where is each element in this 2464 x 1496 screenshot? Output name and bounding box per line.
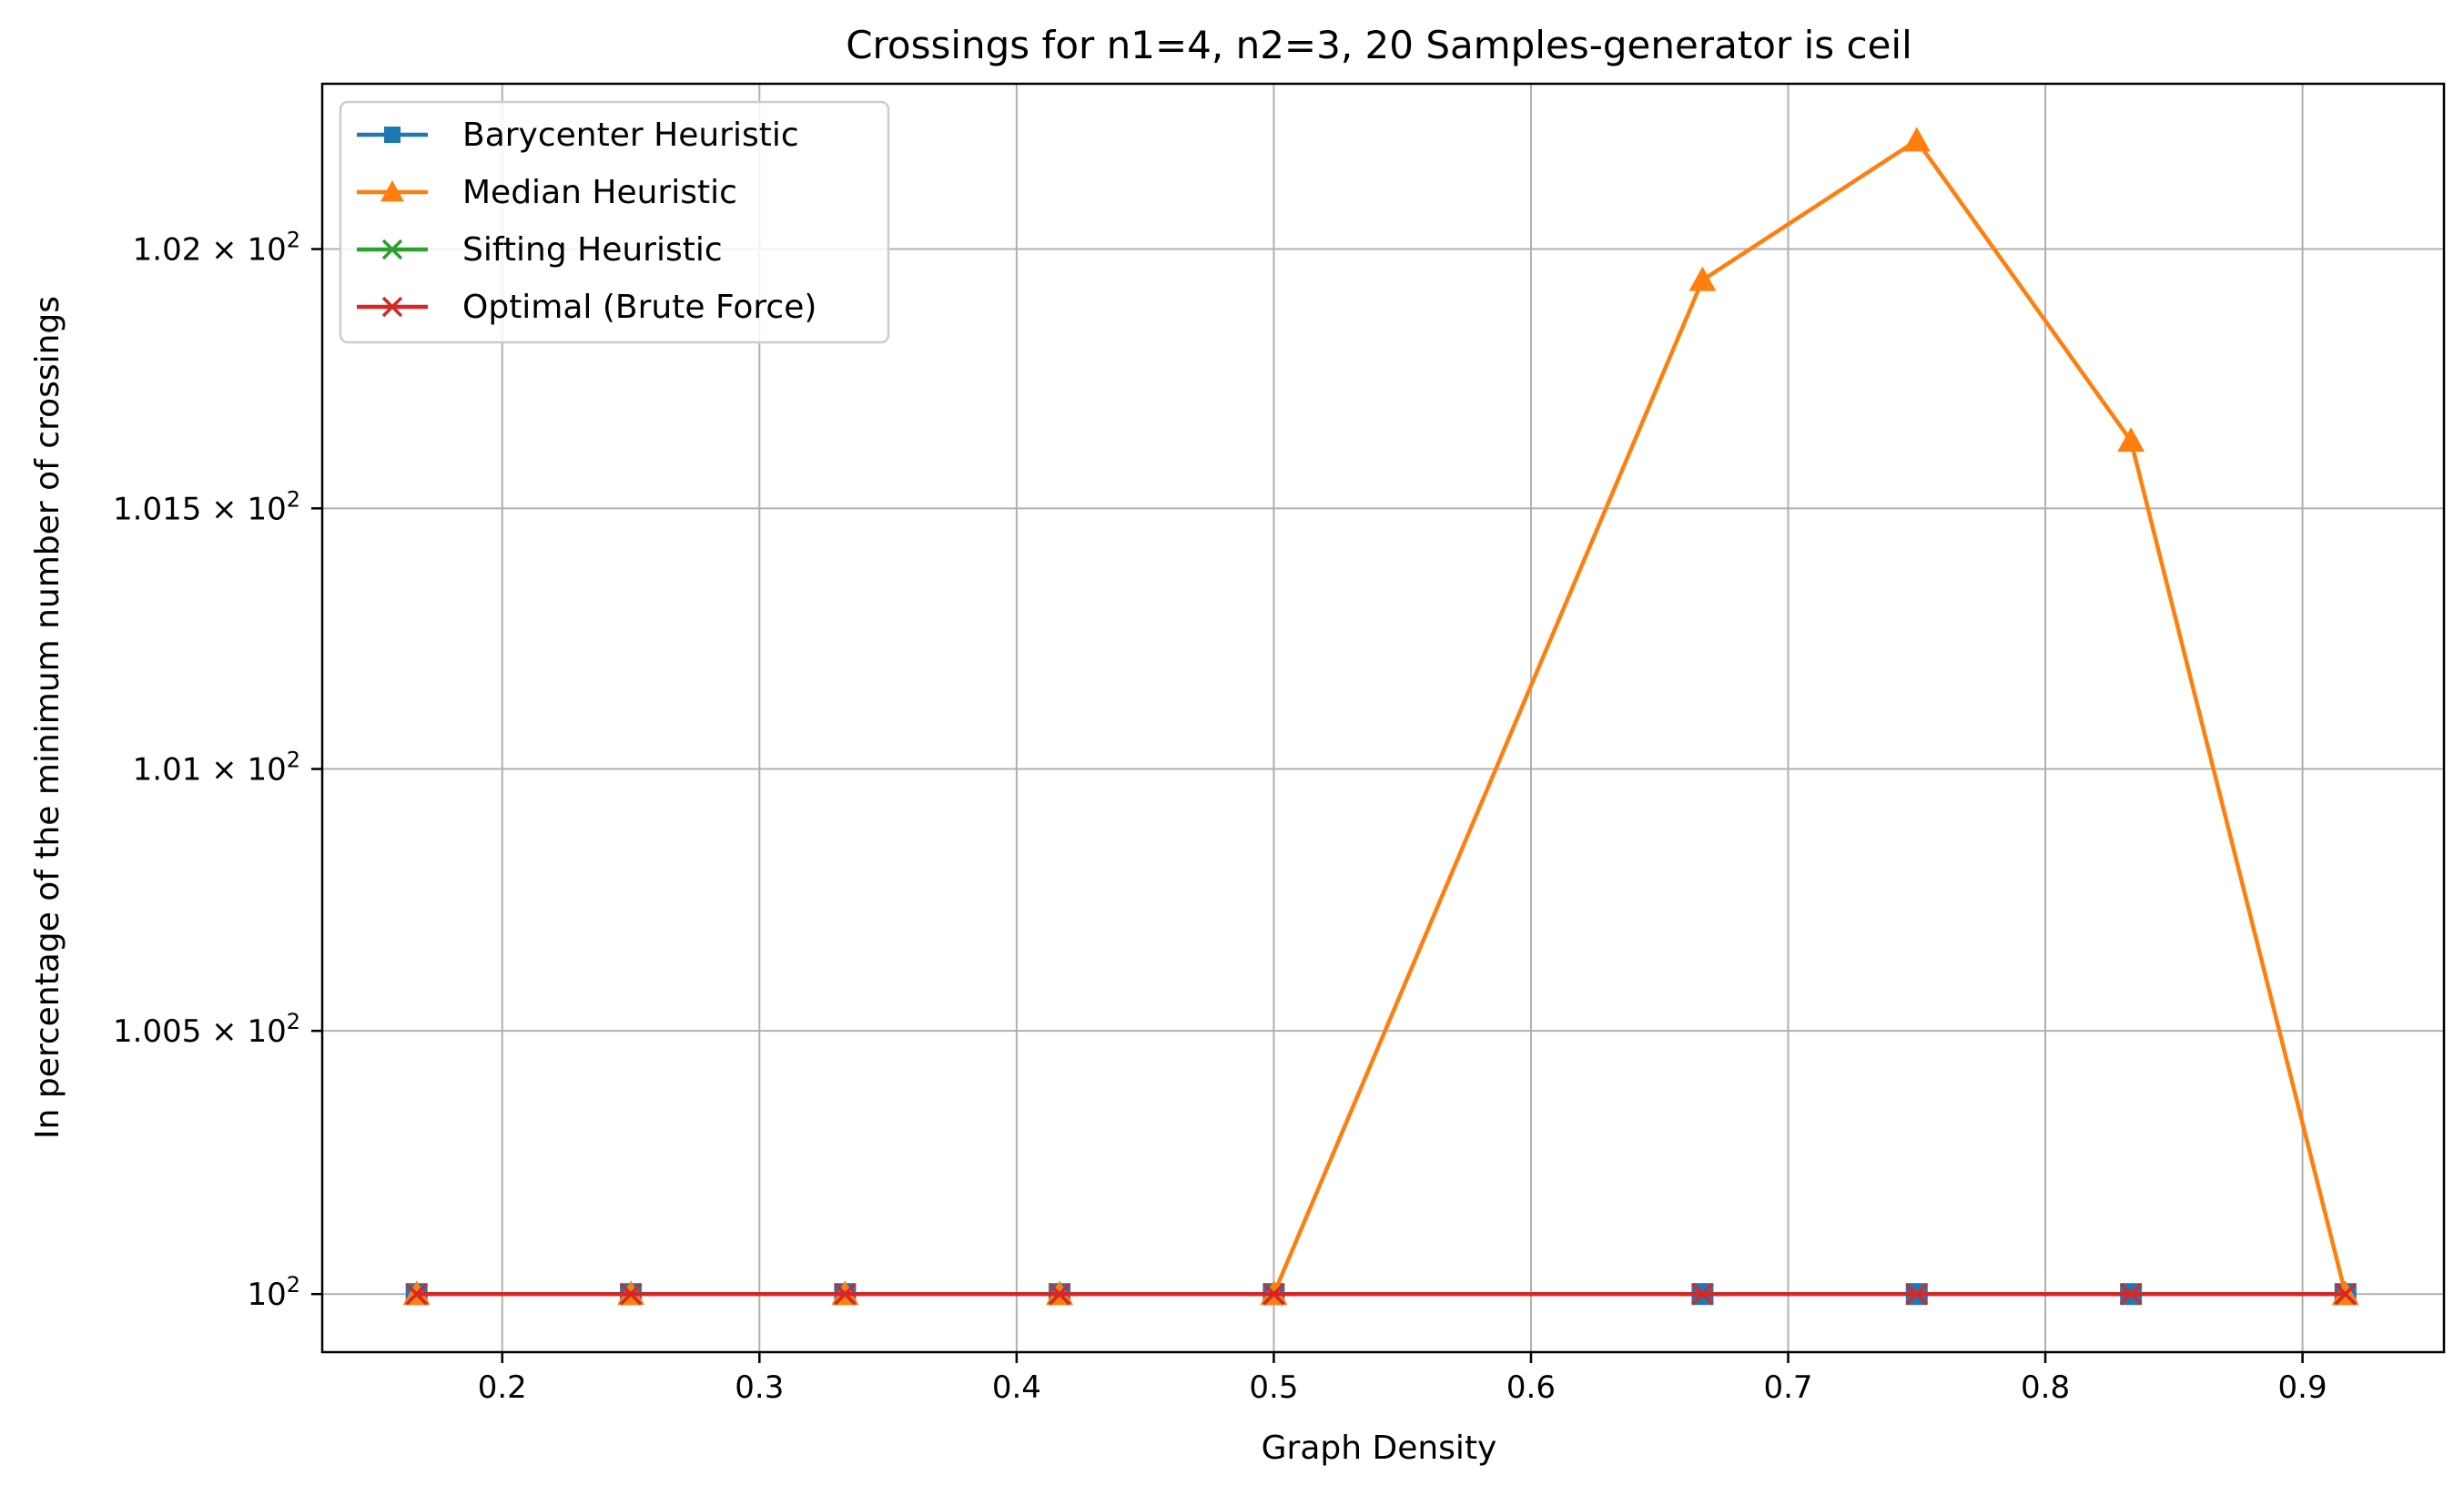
legend-label: Optimal (Brute Force) xyxy=(462,289,816,326)
data-point xyxy=(1048,1282,1071,1306)
x-tick-label: 0.4 xyxy=(992,1369,1041,1406)
y-axis: 102 1.005 × 102 1.01 × 102 1.015 × 102 1.02 … xyxy=(113,228,322,1313)
x-tick-label: 0.6 xyxy=(1506,1369,1556,1406)
data-point xyxy=(405,1282,428,1306)
legend-marker xyxy=(381,296,403,318)
x-axis-title: Graph Density xyxy=(1262,1430,1497,1467)
legend-label: Barycenter Heuristic xyxy=(462,117,799,154)
x-axis: 0.2 0.3 0.4 0.5 0.6 0.7 0.8 0.9 xyxy=(478,1352,2327,1406)
data-point xyxy=(1905,1282,1929,1306)
plot-frame xyxy=(320,82,2446,1354)
y-tick-label: 102 xyxy=(247,1272,300,1313)
legend-item: Median Heuristic xyxy=(357,174,737,211)
legend-item: Optimal (Brute Force) xyxy=(357,289,816,326)
plot-series xyxy=(402,127,2359,1306)
legend-label: Median Heuristic xyxy=(462,174,737,211)
legend-marker xyxy=(381,239,403,260)
x-tick-label: 0.9 xyxy=(2278,1369,2327,1406)
legend-marker xyxy=(384,127,401,143)
y-tick-label: 1.005 × 102 xyxy=(113,1009,300,1050)
data-point xyxy=(1688,266,1717,291)
y-tick-label: 1.01 × 102 xyxy=(133,748,300,789)
x-tick-label: 0.3 xyxy=(735,1369,784,1406)
data-point xyxy=(2117,427,2145,453)
series-optimal-brute-force xyxy=(405,1282,2358,1306)
legend-item: Sifting Heuristic xyxy=(357,231,723,269)
y-tick-label: 1.02 × 102 xyxy=(133,228,300,269)
x-tick-label: 0.2 xyxy=(478,1369,527,1406)
y-tick-label: 1.015 × 102 xyxy=(113,486,300,527)
legend-marker xyxy=(380,180,404,202)
data-point xyxy=(2119,1282,2143,1306)
x-tick-label: 0.7 xyxy=(1763,1369,1812,1406)
data-point xyxy=(619,1282,643,1306)
legend: Barycenter Heuristic Median Heuristic Sift… xyxy=(339,100,890,344)
data-point xyxy=(2334,1282,2358,1306)
y-axis-title: In percentage of the minimum number of c… xyxy=(29,296,66,1139)
legend-box xyxy=(339,100,890,344)
data-point xyxy=(1691,1282,1714,1306)
x-tick-label: 0.8 xyxy=(2021,1369,2070,1406)
data-point xyxy=(1262,1282,1285,1306)
chart-title: Crossings for n1=4, n2=3, 20 Samples-gen… xyxy=(846,23,1912,67)
legend-item: Barycenter Heuristic xyxy=(357,117,799,154)
data-point xyxy=(834,1282,857,1306)
legend-label: Sifting Heuristic xyxy=(462,231,723,269)
data-point xyxy=(1902,127,1931,152)
x-tick-label: 0.5 xyxy=(1249,1369,1298,1406)
